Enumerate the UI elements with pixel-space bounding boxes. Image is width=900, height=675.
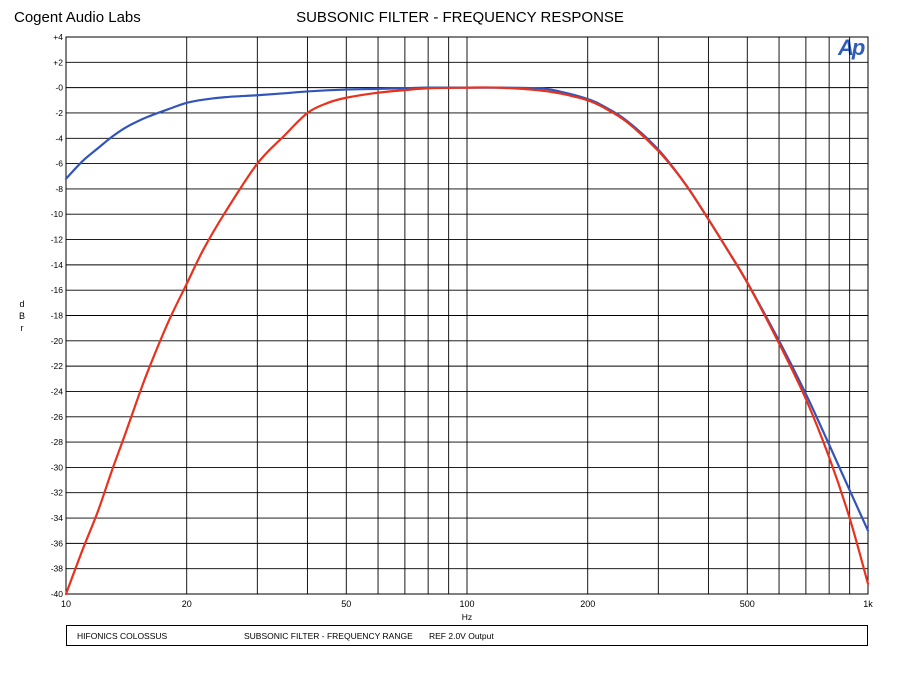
x-tick-label: 1k <box>863 599 873 609</box>
y-axis-label-letter: d <box>19 299 25 309</box>
y-tick-label: -28 <box>51 437 64 447</box>
y-tick-label: -0 <box>55 83 63 93</box>
x-tick-label: 50 <box>341 599 351 609</box>
y-tick-label: -24 <box>51 386 64 396</box>
footer-reference: REF 2.0V Output <box>429 631 494 641</box>
y-axis-label-letter: B <box>18 311 25 321</box>
y-tick-label: -36 <box>51 538 64 548</box>
y-tick-label: -2 <box>55 108 63 118</box>
y-tick-label: -30 <box>51 462 64 472</box>
y-tick-label: +4 <box>53 32 63 42</box>
y-tick-label: -32 <box>51 488 64 498</box>
y-tick-label: -38 <box>51 564 64 574</box>
y-tick-label: -4 <box>55 133 63 143</box>
y-tick-label: -22 <box>51 361 64 371</box>
x-tick-label: 10 <box>61 599 71 609</box>
y-axis-label: d B r <box>17 298 27 334</box>
x-axis-label: Hz <box>462 612 472 622</box>
y-axis-label-letter: r <box>20 323 24 333</box>
x-tick-label: 200 <box>580 599 595 609</box>
company-name: Cogent Audio Labs <box>14 9 141 26</box>
x-tick-label: 20 <box>182 599 192 609</box>
footer-test-name: SUBSONIC FILTER - FREQUENCY RANGE <box>244 631 413 641</box>
x-tick-label: 100 <box>459 599 474 609</box>
footer-device: HIFONICS COLOSSUS <box>77 631 168 641</box>
y-tick-label: -20 <box>51 336 64 346</box>
footer-info-box: HIFONICS COLOSSUS SUBSONIC FILTER - FREQ… <box>66 625 868 646</box>
y-tick-label: -14 <box>51 260 64 270</box>
y-tick-label: -40 <box>51 589 64 599</box>
y-tick-label: -18 <box>51 311 64 321</box>
y-tick-label: -6 <box>55 159 63 169</box>
x-tick-label: 500 <box>740 599 755 609</box>
y-tick-label: +2 <box>53 57 63 67</box>
y-tick-label: -8 <box>55 184 63 194</box>
y-tick-label: -16 <box>51 285 64 295</box>
y-tick-label: -10 <box>51 209 64 219</box>
y-tick-label: -26 <box>51 412 64 422</box>
ap-logo: Ap <box>838 35 865 60</box>
chart-title: SUBSONIC FILTER - FREQUENCY RESPONSE <box>296 9 624 26</box>
y-tick-label: -12 <box>51 235 64 245</box>
series-line-red <box>64 86 870 596</box>
y-tick-label: -34 <box>51 513 64 523</box>
